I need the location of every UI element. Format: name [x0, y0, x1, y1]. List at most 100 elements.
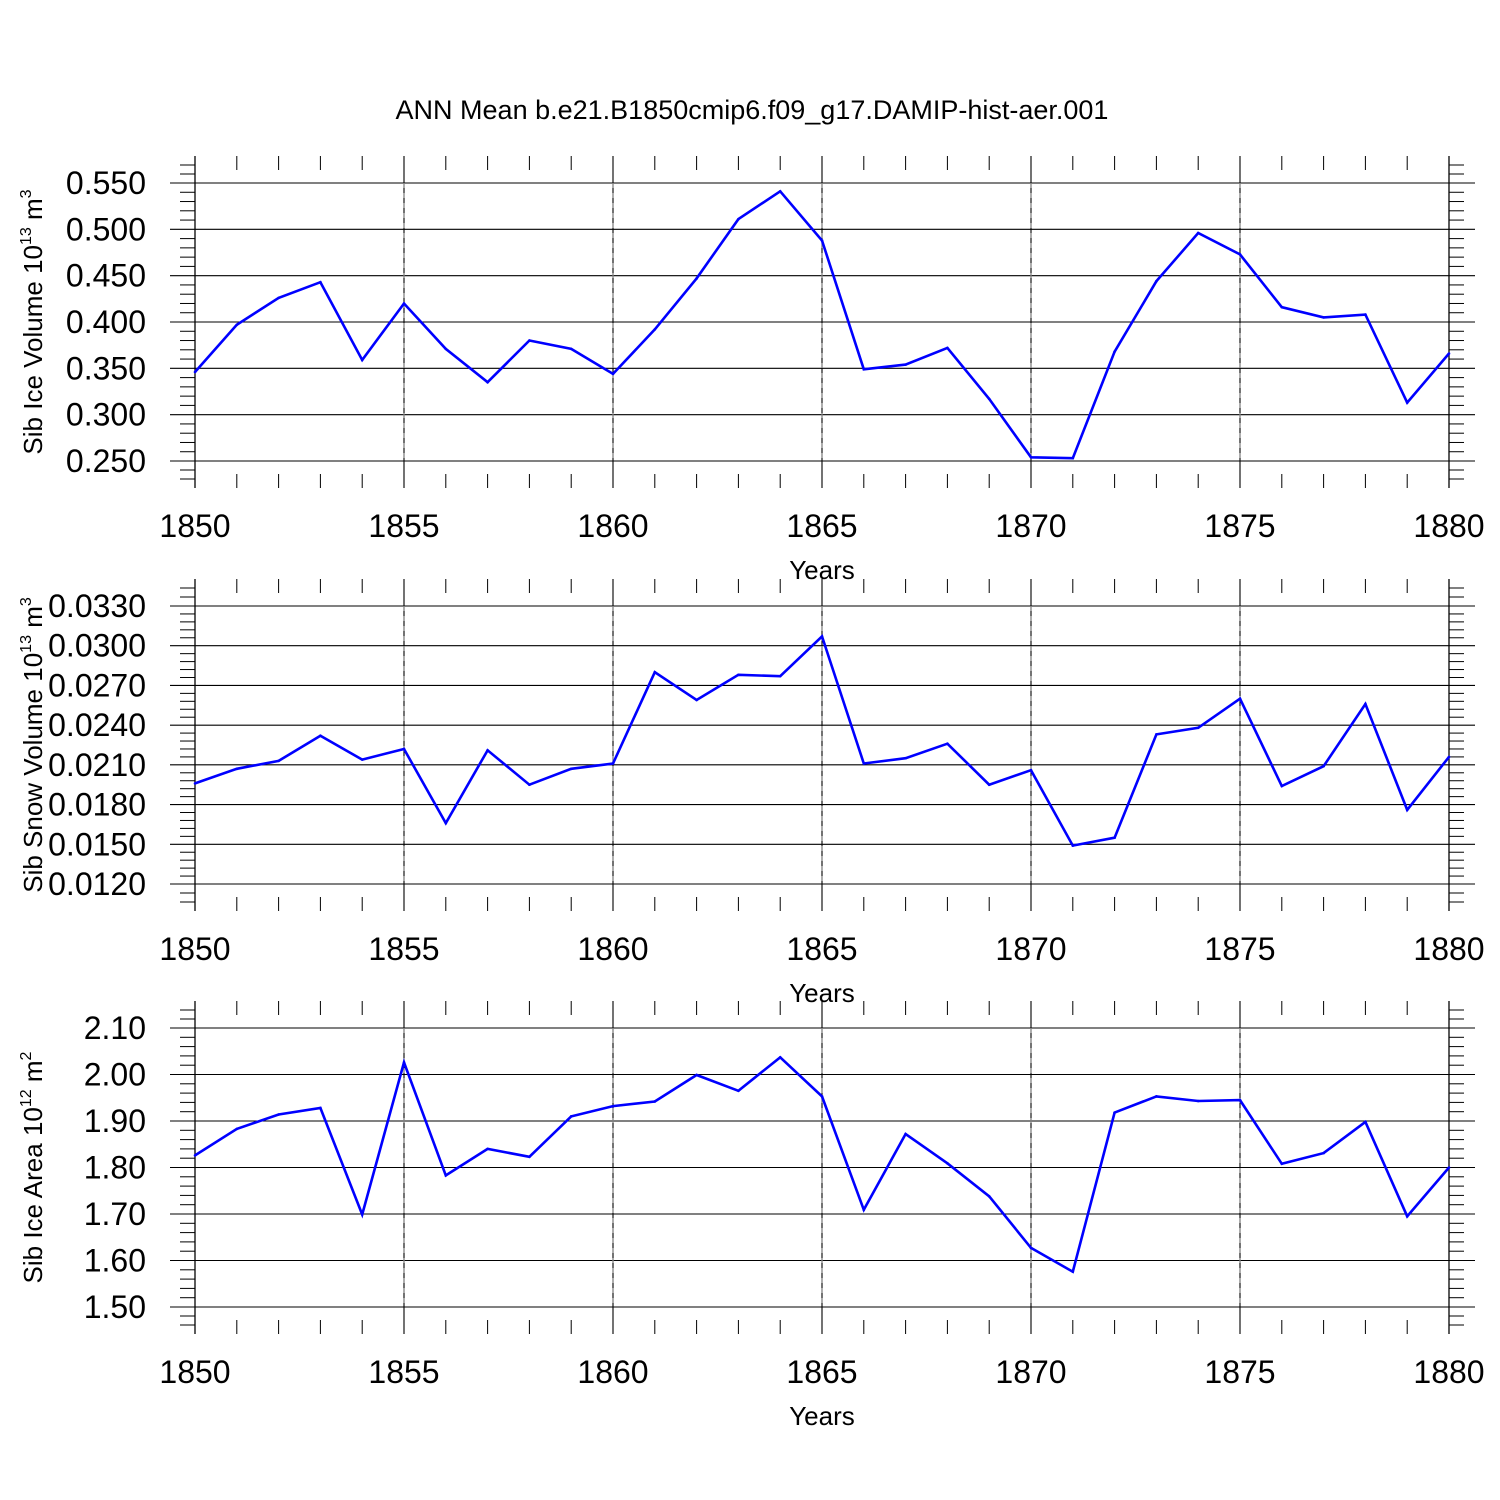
data-point: [1113, 350, 1116, 353]
data-point: [611, 1104, 615, 1108]
data-point: [1155, 279, 1158, 283]
y-axis-title-superscript: 3: [18, 597, 35, 606]
data-point: [1322, 1151, 1325, 1155]
x-tick-label: 1875: [1204, 508, 1275, 544]
data-point: [1364, 702, 1367, 706]
data-point: [1238, 697, 1242, 700]
x-tick-label: 1860: [577, 508, 648, 544]
y-tick-label: 0.450: [66, 258, 146, 294]
data-point: [1238, 1098, 1242, 1102]
data-point: [987, 783, 991, 787]
data-point: [1280, 784, 1284, 788]
data-point: [235, 767, 239, 771]
data-point: [319, 734, 322, 738]
data-point: [1447, 1166, 1451, 1169]
x-tick-label: 1870: [995, 1354, 1066, 1390]
x-tick-label: 1855: [368, 1354, 439, 1390]
data-point: [486, 380, 489, 384]
data-point: [946, 346, 949, 350]
y-tick-label: 1.90: [84, 1103, 146, 1139]
y-axis-title-superscript: 13: [18, 227, 35, 245]
y-axis-title: Sib Snow Volume 1013 m3: [18, 597, 48, 893]
data-point: [193, 370, 197, 374]
data-point: [778, 190, 782, 193]
x-tick-label: 1865: [786, 931, 857, 967]
data-point: [862, 367, 866, 371]
data-point: [695, 1073, 698, 1077]
data-point: [1071, 844, 1075, 847]
data-point: [862, 762, 866, 765]
y-tick-label: 1.60: [84, 1243, 146, 1279]
y-axis-title-text: m: [18, 198, 48, 227]
y-axis-title: Sib Ice Volume 1013 m3: [18, 189, 48, 454]
x-tick-label: 1860: [577, 931, 648, 967]
data-point: [277, 1113, 280, 1116]
data-point: [1196, 726, 1200, 730]
data-point: [444, 1174, 448, 1177]
data-point: [1029, 768, 1033, 772]
data-point: [1196, 231, 1200, 235]
data-point: [569, 767, 573, 771]
data-point: [402, 302, 406, 305]
y-tick-label: 0.0240: [48, 707, 146, 743]
data-point: [987, 397, 991, 401]
data-point: [653, 670, 657, 674]
data-point: [737, 673, 740, 677]
x-tick-label: 1855: [368, 508, 439, 544]
data-point: [1113, 836, 1116, 839]
y-tick-label: 0.550: [66, 165, 146, 201]
data-point: [528, 783, 531, 787]
data-point: [653, 328, 657, 331]
data-point: [1322, 764, 1325, 768]
data-point: [360, 1213, 364, 1216]
y-tick-label: 0.350: [66, 350, 146, 386]
data-point: [1113, 1111, 1116, 1114]
data-point: [1238, 253, 1242, 256]
data-point: [1029, 455, 1033, 459]
x-tick-label: 1865: [786, 1354, 857, 1390]
y-tick-label: 0.500: [66, 211, 146, 247]
data-point: [486, 748, 489, 752]
data-point: [862, 1208, 866, 1212]
data-point: [820, 1095, 824, 1098]
y-tick-label: 0.0210: [48, 747, 146, 783]
y-tick-label: 1.70: [84, 1196, 146, 1232]
x-tick-label: 1880: [1413, 508, 1484, 544]
data-point: [737, 217, 740, 221]
data-point: [277, 296, 280, 300]
data-point: [611, 762, 615, 765]
panel-3: 1.50 1.60 1.70 1.80 1.90 2.00 2.10 1850 1855 1860…: [18, 1001, 1485, 1431]
panel-2: 0.01200.01500.01800.02100.02400.02700.03…: [18, 579, 1485, 1008]
data-point: [1196, 1099, 1200, 1103]
data-point: [1364, 1120, 1367, 1124]
data-point: [193, 782, 197, 785]
y-tick-label: 2.00: [84, 1057, 146, 1093]
x-tick-label: 1855: [368, 931, 439, 967]
y-tick-label: 0.0300: [48, 628, 146, 664]
y-tick-label: 1.80: [84, 1150, 146, 1186]
data-point: [1447, 352, 1451, 355]
data-point: [569, 347, 573, 351]
data-point: [360, 358, 364, 362]
data-point: [1029, 1246, 1033, 1250]
data-point: [1405, 1215, 1409, 1218]
data-point: [319, 1106, 322, 1110]
x-axis-title: Years: [789, 1401, 855, 1431]
y-tick-label: 0.0330: [48, 588, 146, 624]
data-point: [569, 1115, 573, 1118]
data-point: [1071, 1270, 1075, 1273]
panel-1: 0.250 0.300 0.350 0.400 0.450 0.500 0.550 1850 1…: [18, 156, 1485, 585]
data-point: [528, 339, 531, 342]
y-tick-label: 2.10: [84, 1010, 146, 1046]
y-tick-label: 1.50: [84, 1289, 146, 1325]
data-point: [820, 239, 824, 242]
x-tick-label: 1850: [159, 1354, 230, 1390]
data-point: [1280, 1162, 1284, 1166]
data-point: [235, 323, 239, 327]
data-point: [987, 1195, 991, 1198]
y-tick-label: 0.300: [66, 397, 146, 433]
x-tick-label: 1870: [995, 931, 1066, 967]
data-point: [319, 280, 322, 284]
data-point: [1405, 808, 1409, 812]
y-axis-title-text: m: [18, 606, 48, 635]
